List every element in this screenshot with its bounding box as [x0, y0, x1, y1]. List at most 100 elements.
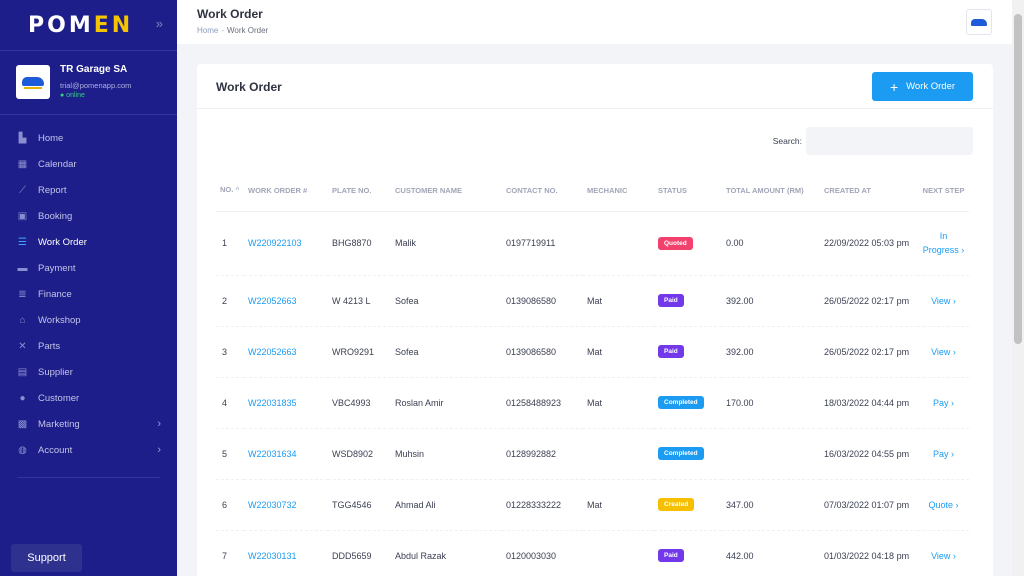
work-order-link[interactable]: W22030732 [248, 499, 297, 510]
table-row[interactable]: 1 W220922103 BHG8870 Malik 0197719911 Quoted 0… [216, 211, 969, 276]
cell-next: View › [918, 275, 969, 327]
table-row[interactable]: 6 W22030732 TGG4546 Ahmad Ali 01228333222 Mat… [216, 479, 969, 531]
profile-status: ● online [60, 92, 85, 99]
support-button[interactable]: Support [11, 544, 82, 572]
page-scrollbar[interactable] [1012, 0, 1024, 576]
sidebar-item-home[interactable]: ▙ Home [0, 125, 177, 151]
next-step-link[interactable]: Pay › [932, 397, 954, 408]
sidebar-item-payment[interactable]: ▬ Payment [0, 255, 177, 281]
top-header: Work Order Home - Work Order [177, 0, 1012, 44]
sidebar-item-calendar[interactable]: ▦ Calendar [0, 151, 177, 177]
sidebar-item-label: Report [38, 184, 67, 196]
sidebar-item-account[interactable]: ◍ Account › [0, 437, 177, 463]
sidebar-item-parts[interactable]: ✕ Parts [0, 333, 177, 359]
next-step-link[interactable]: View › [931, 295, 956, 306]
status-badge: Created [658, 498, 695, 511]
row-number: 3 [222, 346, 228, 357]
contact-number: 01258488923 [506, 397, 562, 408]
sidebar-item-label: Finance [38, 288, 72, 300]
plate-number: WSD8902 [332, 448, 374, 459]
work-order-link[interactable]: W220922103 [248, 238, 302, 248]
user-avatar[interactable] [966, 9, 992, 35]
cell-status: Paid [654, 275, 722, 327]
work-order-link[interactable]: W22052663 [248, 295, 297, 306]
account-icon: ◍ [18, 444, 27, 456]
sidebar-item-label: Booking [38, 210, 73, 222]
finance-icon: ≣ [18, 288, 27, 300]
sidebar-item-finance[interactable]: ≣ Finance [0, 281, 177, 307]
table-row[interactable]: 4 W22031835 VBC4993 Roslan Amir 01258488923 M… [216, 377, 969, 429]
table-row[interactable]: 2 W22052663 W 4213 L Sofea 0139086580 Mat Paid… [216, 275, 969, 327]
work-order-link[interactable]: W22031634 [248, 448, 297, 459]
table-row[interactable]: 3 W22052663 WRO9291 Sofea 0139086580 Mat Paid 3… [216, 326, 969, 378]
column-header-plate[interactable]: PLATE NO. [328, 171, 391, 212]
sidebar-item-label: Parts [38, 340, 61, 352]
sidebar-item-work-order[interactable]: ☰ Work Order [0, 229, 177, 255]
status-badge: Paid [658, 549, 684, 562]
sidebar-item-label: Workshop [38, 314, 81, 326]
column-header-label: NEXT STEP [922, 185, 965, 195]
plate-number: VBC4993 [332, 397, 371, 408]
sidebar-divider [17, 477, 160, 478]
cell-customer: Malik [391, 211, 502, 276]
search-input[interactable] [806, 127, 973, 155]
cell-no: 7 [216, 530, 244, 576]
breadcrumb-current: Work Order [227, 26, 269, 35]
work-order-link[interactable]: W22052663 [248, 346, 297, 357]
payment-icon: ▬ [17, 262, 28, 274]
created-at: 01/03/2022 04:18 pm [824, 550, 910, 561]
row-number: 5 [222, 448, 228, 459]
created-at: 18/03/2022 04:44 pm [824, 397, 910, 408]
sidebar-item-report[interactable]: ⟋ Report [0, 177, 177, 203]
next-step-link[interactable]: View › [931, 346, 956, 357]
sidebar-item-booking[interactable]: ▣ Booking [0, 203, 177, 229]
profile-email: trial@pomenapp.com [60, 81, 132, 90]
add-work-order-button[interactable]: + Work Order [872, 72, 973, 101]
next-step-link[interactable]: View › [931, 550, 956, 561]
column-header-created[interactable]: CREATED AT [820, 171, 918, 212]
column-header-no[interactable]: NO. ^ [216, 171, 244, 212]
sidebar-item-customer[interactable]: ● Customer [0, 385, 177, 411]
contact-number: 0139086580 [506, 295, 557, 306]
breadcrumb-home[interactable]: Home [197, 26, 219, 35]
column-header-contact[interactable]: CONTACT NO. [502, 171, 583, 212]
status-badge: Paid [658, 294, 684, 307]
sidebar-item-supplier[interactable]: ▤ Supplier [0, 359, 177, 385]
cell-mechanic [583, 530, 654, 576]
cell-wo: W22031634 [244, 428, 328, 480]
next-step-link[interactable]: Pay › [932, 448, 954, 459]
pomen-logo[interactable]: POMEN [28, 12, 134, 38]
column-header-label: CUSTOMER NAME [395, 185, 462, 195]
scrollbar-thumb[interactable] [1014, 14, 1022, 344]
cell-mechanic [583, 211, 654, 276]
column-header-wo[interactable]: WORK ORDER # [244, 171, 328, 212]
table-row[interactable]: 7 W22030131 DDD5659 Abdul Razak 0120003030 Pa… [216, 530, 969, 576]
plate-number: W 4213 L [332, 295, 371, 306]
next-step-link[interactable]: In Progress › [922, 231, 965, 255]
column-header-next[interactable]: NEXT STEP [918, 171, 969, 212]
sidebar-item-workshop[interactable]: ⌂ Workshop [0, 307, 177, 333]
cell-contact: 0128992882 [502, 428, 583, 480]
sidebar-item-marketing[interactable]: ▩ Marketing › [0, 411, 177, 437]
next-step-link[interactable]: Quote › [928, 499, 959, 510]
status-badge: Quoted [658, 236, 693, 250]
row-number: 7 [222, 550, 228, 561]
cell-no: 6 [216, 479, 244, 531]
work-order-link[interactable]: W22030131 [248, 550, 297, 561]
collapse-sidebar-icon[interactable]: » [155, 16, 163, 31]
work-order-link[interactable]: W22031835 [248, 397, 297, 408]
cell-contact: 0139086580 [502, 275, 583, 327]
contact-number: 0197719911 [506, 238, 556, 248]
column-header-mechanic[interactable]: MECHANIC [583, 171, 654, 212]
cell-wo: W22031835 [244, 377, 328, 429]
supplier-icon: ▤ [17, 366, 28, 378]
work-order-table: NO. ^ WORK ORDER # PLATE NO. CUSTOMER NAME CO… [216, 171, 969, 576]
cell-status: Completed [654, 428, 722, 480]
contact-number: 01228333222 [506, 499, 562, 510]
cell-amount [722, 428, 820, 480]
column-header-customer[interactable]: CUSTOMER NAME [391, 171, 502, 212]
column-header-label: MECHANIC [587, 185, 628, 195]
table-row[interactable]: 5 W22031634 WSD8902 Muhsin 0128992882 Complet… [216, 428, 969, 480]
column-header-amount[interactable]: TOTAL AMOUNT (RM) [722, 171, 820, 212]
column-header-status[interactable]: STATUS [654, 171, 722, 212]
